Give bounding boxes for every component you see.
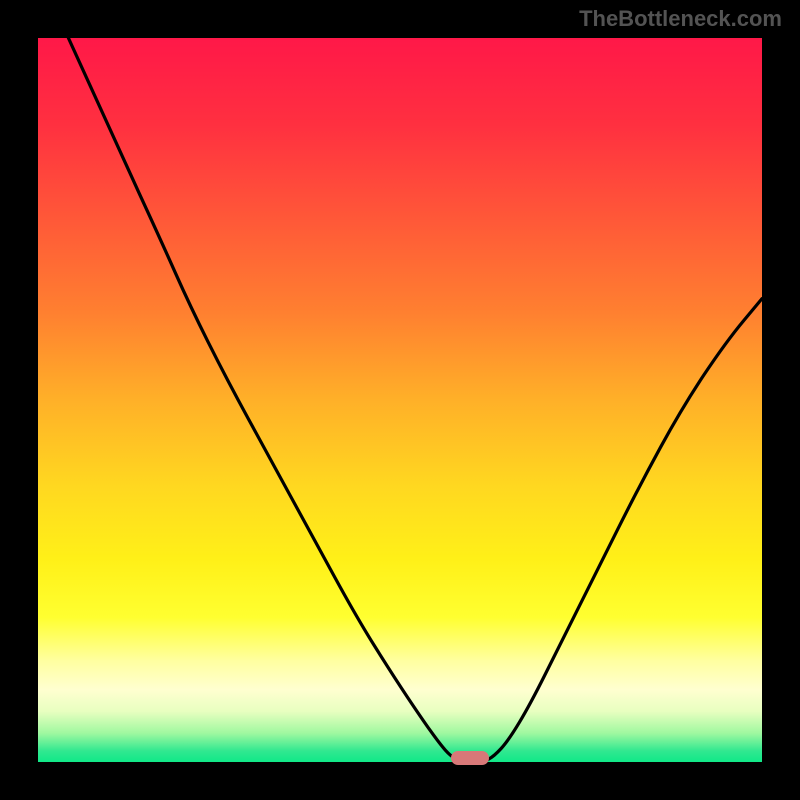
bottleneck-curve (38, 38, 762, 762)
watermark-text: TheBottleneck.com (579, 6, 782, 32)
sweet-spot-marker (451, 751, 489, 765)
bottleneck-chart (38, 38, 762, 762)
